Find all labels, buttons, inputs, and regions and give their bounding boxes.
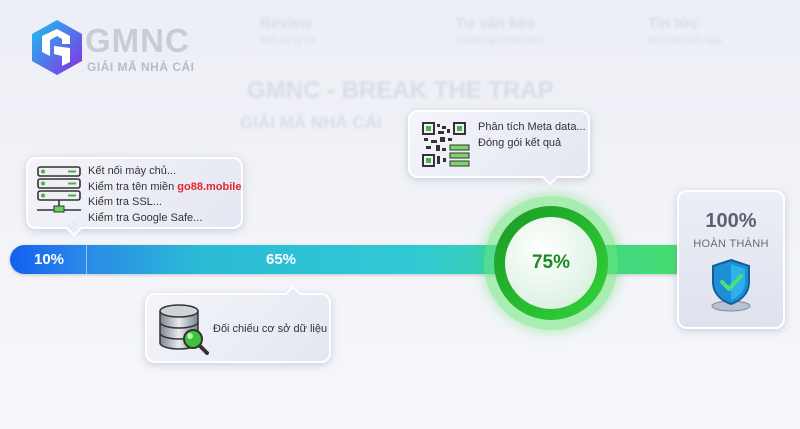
database-step-compare: Đối chiếu cơ sở dữ liệu bbox=[213, 323, 328, 335]
server-step-connect: Kết nối máy chủ... bbox=[88, 165, 177, 177]
bg-nav-news: Tin tức bbox=[648, 15, 699, 32]
server-icon bbox=[37, 166, 81, 213]
progress-label-65: 65% bbox=[266, 251, 297, 268]
progress-current-label: 75% bbox=[505, 217, 597, 309]
completion-card: 100% HOÀN THÀNH bbox=[677, 190, 785, 329]
qr-code-icon bbox=[422, 122, 470, 167]
progress-divider bbox=[86, 245, 87, 274]
server-step-ssl: Kiểm tra SSL... bbox=[88, 196, 162, 208]
domain-name: go88.mobile bbox=[177, 180, 242, 193]
bg-headline: GMNC - BREAK THE TRAP bbox=[247, 77, 554, 104]
server-step-domain: Kiểm tra tên miền go88.mobile bbox=[88, 180, 241, 196]
tooltip-metadata: Phân tích Meta data... Đóng gói kết quả bbox=[408, 110, 590, 186]
metadata-step-analyze: Phân tích Meta data... bbox=[478, 121, 586, 133]
bg-nav-review-sub: Nhà cái uy tín bbox=[260, 35, 316, 45]
database-search-icon bbox=[159, 304, 209, 355]
bg-nav-review: Review bbox=[260, 15, 312, 32]
completion-label: HOÀN THÀNH bbox=[693, 238, 769, 250]
shield-check-icon bbox=[711, 258, 751, 312]
bg-nav-tips: Tư vấn kèo bbox=[455, 15, 536, 32]
bg-nav-tips-sub: Chuyên gia nhận định bbox=[455, 35, 543, 45]
tooltip-database: Đối chiếu cơ sở dữ liệu bbox=[145, 285, 331, 363]
brand-name: GMNC bbox=[85, 22, 190, 59]
metadata-step-package: Đóng gói kết quả bbox=[478, 136, 562, 149]
server-step-safe-browsing: Kiểm tra Google Safe... bbox=[88, 211, 203, 224]
bg-subheadline: GIẢI MÃ NHÀ CÁI bbox=[240, 113, 382, 132]
completion-percent: 100% bbox=[705, 210, 757, 232]
server-step-domain-label: Kiểm tra tên miền bbox=[88, 180, 175, 193]
brand-tagline: GIẢI MÃ NHÀ CÁI bbox=[87, 60, 195, 74]
bg-nav-news-sub: Mới nhất mỗi ngày bbox=[648, 35, 723, 45]
tooltip-server-checks: Kết nối máy chủ... Kiểm tra tên miền go8… bbox=[26, 157, 243, 237]
progress-label-10: 10% bbox=[34, 251, 65, 268]
progress-ring: 75% bbox=[484, 196, 618, 330]
gmnc-logo-icon bbox=[32, 20, 82, 75]
